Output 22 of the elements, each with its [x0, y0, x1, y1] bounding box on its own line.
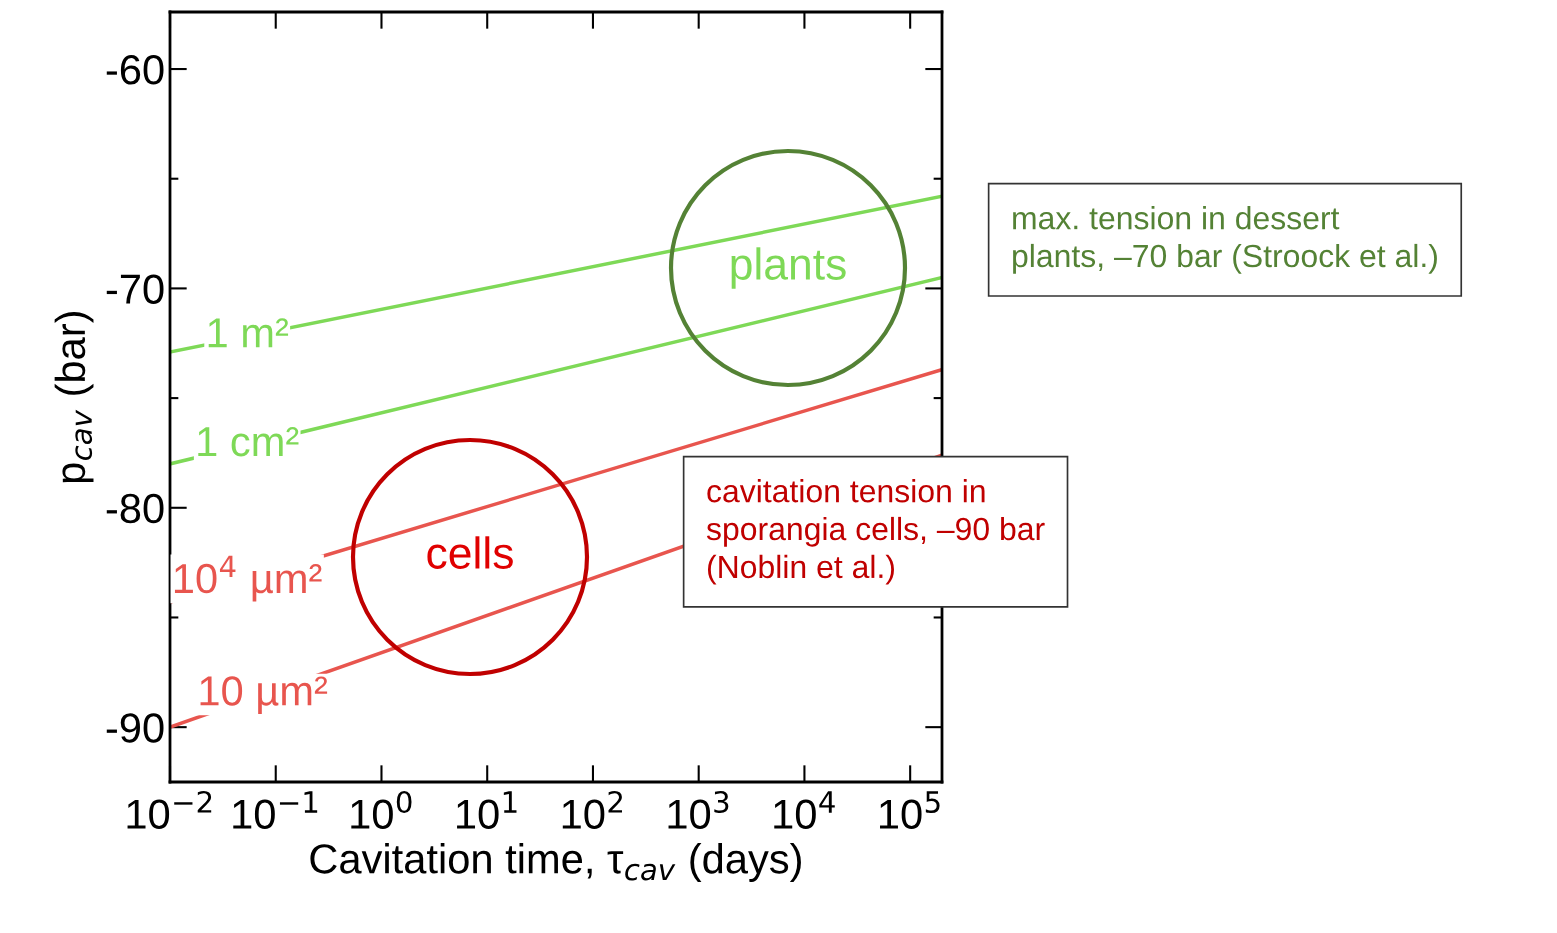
series-label: 1 m² — [208, 318, 289, 348]
y-tick-label: -80 — [106, 493, 164, 524]
text: max. tension in dessert plants, –70 bar (Stroock et al.) — [1013, 206, 1437, 274]
annotation: cavitation tension in sporangia cells, –90 bar (Noblin et al.) — [706, 479, 1045, 585]
series-label: 1 cm² — [198, 427, 299, 457]
x-tick-label: 10$^{4}$ — [774, 791, 835, 829]
series-label: 10$^{4}$ µm² — [174, 555, 322, 602]
x-tick-label: 10$^{−2}$ — [127, 790, 212, 829]
x-tick-label: 10$^{3}$ — [668, 790, 729, 829]
x-tick-label: 10$^{5}$ — [880, 791, 940, 829]
y-tick-label: -70 — [106, 274, 164, 304]
annotation: cells — [427, 536, 513, 569]
x-axis-title: Cavitation time, τ$_{cav}$ (days) — [310, 843, 801, 882]
y-tick-label: -90 — [106, 713, 164, 743]
x-tick-label: 10$^{2}$ — [562, 790, 622, 829]
x-tick-label: 10$^{0}$ — [351, 790, 412, 829]
y-tick-label: -60 — [106, 55, 164, 85]
x-tick-label: 10$^{−1}$ — [233, 791, 318, 829]
series-label: 10 µm² — [200, 676, 328, 714]
annotation: plants — [731, 247, 846, 289]
y-axis-title: p$_{cav}$ (bar) — [54, 312, 94, 483]
x-tick-label: 10$^{1}$ — [457, 791, 517, 829]
